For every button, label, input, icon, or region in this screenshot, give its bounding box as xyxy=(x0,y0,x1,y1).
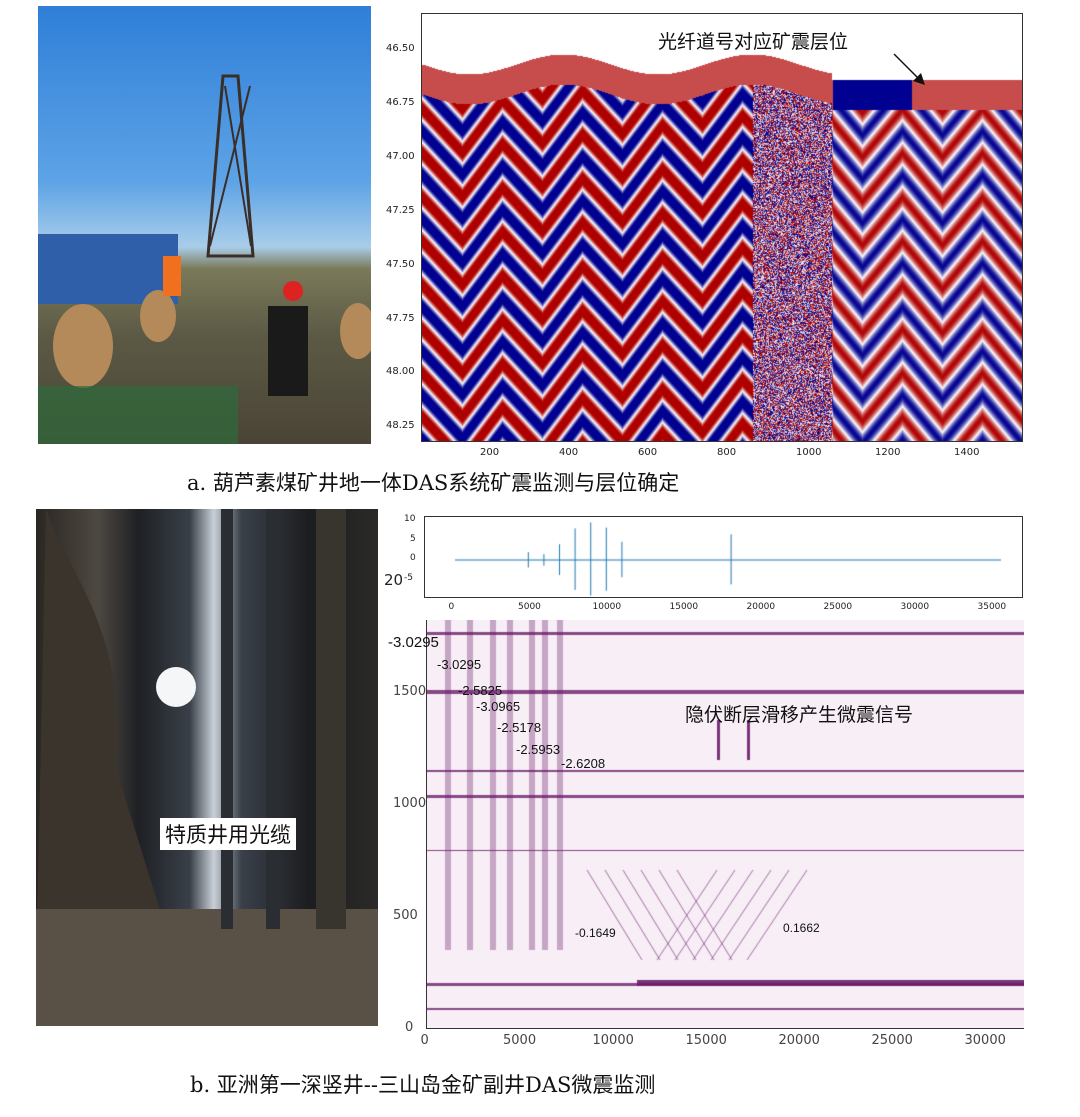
x-tick-label: 200 xyxy=(480,447,499,458)
x-tick-label: 800 xyxy=(717,447,736,458)
waveform-x-tick: 10000 xyxy=(593,602,622,612)
y-tick-label: 47.50 xyxy=(386,259,415,270)
event-label: -2.5825 xyxy=(458,683,502,698)
heatmap-x-tick: 0 xyxy=(421,1033,429,1048)
y-tick-label: 47.75 xyxy=(386,313,415,324)
waveform-x-tick: 0 xyxy=(449,602,455,612)
heatmap-x-tick: 10000 xyxy=(593,1033,634,1048)
heatmap-x-tick: 20000 xyxy=(779,1033,820,1048)
x-tick-label: 600 xyxy=(638,447,657,458)
y-tick-label: 46.75 xyxy=(386,97,415,108)
waveform-plot xyxy=(424,516,1023,598)
shaft-cable-photo: 特质井用光缆 xyxy=(36,509,378,1026)
drilling-rig-illustration xyxy=(38,6,371,444)
event-label: -2.5953 xyxy=(516,742,560,757)
waveform-y-tick: -5 xyxy=(404,573,413,583)
y-tick-label: 48.25 xyxy=(386,420,415,431)
fault-annotation: 隐伏断层滑移产生微震信号 xyxy=(685,700,913,727)
waveform-x-tick: 35000 xyxy=(978,602,1007,612)
side-label: 20 xyxy=(384,571,403,589)
y-tick-label: 46.50 xyxy=(386,43,415,54)
shaft-illustration xyxy=(36,509,378,1026)
y-tick-label: 47.25 xyxy=(386,205,415,216)
waveform-y-tick: 5 xyxy=(410,534,416,544)
x-tick-label: 1000 xyxy=(796,447,821,458)
waveform-x-tick: 30000 xyxy=(901,602,930,612)
cable-label: 特质井用光缆 xyxy=(160,818,296,850)
event-label: -3.0295 xyxy=(388,634,439,651)
y-tick-label: 47.00 xyxy=(386,151,415,162)
heatmap-y-tick: 1000 xyxy=(393,796,426,811)
microseismic-heatmap xyxy=(426,620,1024,1029)
waveform-y-tick: 10 xyxy=(404,514,415,524)
heatmap-x-tick: 30000 xyxy=(965,1033,1006,1048)
heatmap-y-tick: 0 xyxy=(405,1020,413,1035)
event-label: -3.0295 xyxy=(437,657,481,672)
waveform-x-tick: 5000 xyxy=(518,602,541,612)
das-seismic-plot-a: 光纤道号对应矿震层位 xyxy=(421,13,1023,442)
layer-annotation: 光纤道号对应矿震层位 xyxy=(658,27,848,54)
waveform-y-tick: 0 xyxy=(410,553,416,563)
drilling-site-photo xyxy=(38,6,371,444)
x-tick-label: 1200 xyxy=(875,447,900,458)
x-tick-label: 400 xyxy=(559,447,578,458)
event-label: -2.5178 xyxy=(497,720,541,735)
arrow-icon xyxy=(891,51,931,91)
event-label: -3.0965 xyxy=(476,699,520,714)
heatmap-x-tick: 25000 xyxy=(872,1033,913,1048)
event-label: 0.1662 xyxy=(783,921,820,935)
heatmap-y-tick: 1500 xyxy=(393,684,426,699)
caption-a: a. 葫芦素煤矿井地一体DAS系统矿震监测与层位确定 xyxy=(187,467,679,497)
event-label: -0.1649 xyxy=(575,926,616,940)
y-tick-label: 48.00 xyxy=(386,366,415,377)
waveform-x-tick: 15000 xyxy=(670,602,699,612)
heatmap-x-tick: 5000 xyxy=(503,1033,536,1048)
event-label: -2.6208 xyxy=(561,756,605,771)
seismic-image xyxy=(421,13,1023,442)
waveform-x-tick: 25000 xyxy=(824,602,853,612)
waveform-x-tick: 20000 xyxy=(747,602,776,612)
x-tick-label: 1400 xyxy=(954,447,979,458)
heatmap-x-tick: 15000 xyxy=(686,1033,727,1048)
heatmap-y-tick: 500 xyxy=(393,908,418,923)
caption-b: b. 亚洲第一深竖井--三山岛金矿副井DAS微震监测 xyxy=(190,1069,655,1099)
